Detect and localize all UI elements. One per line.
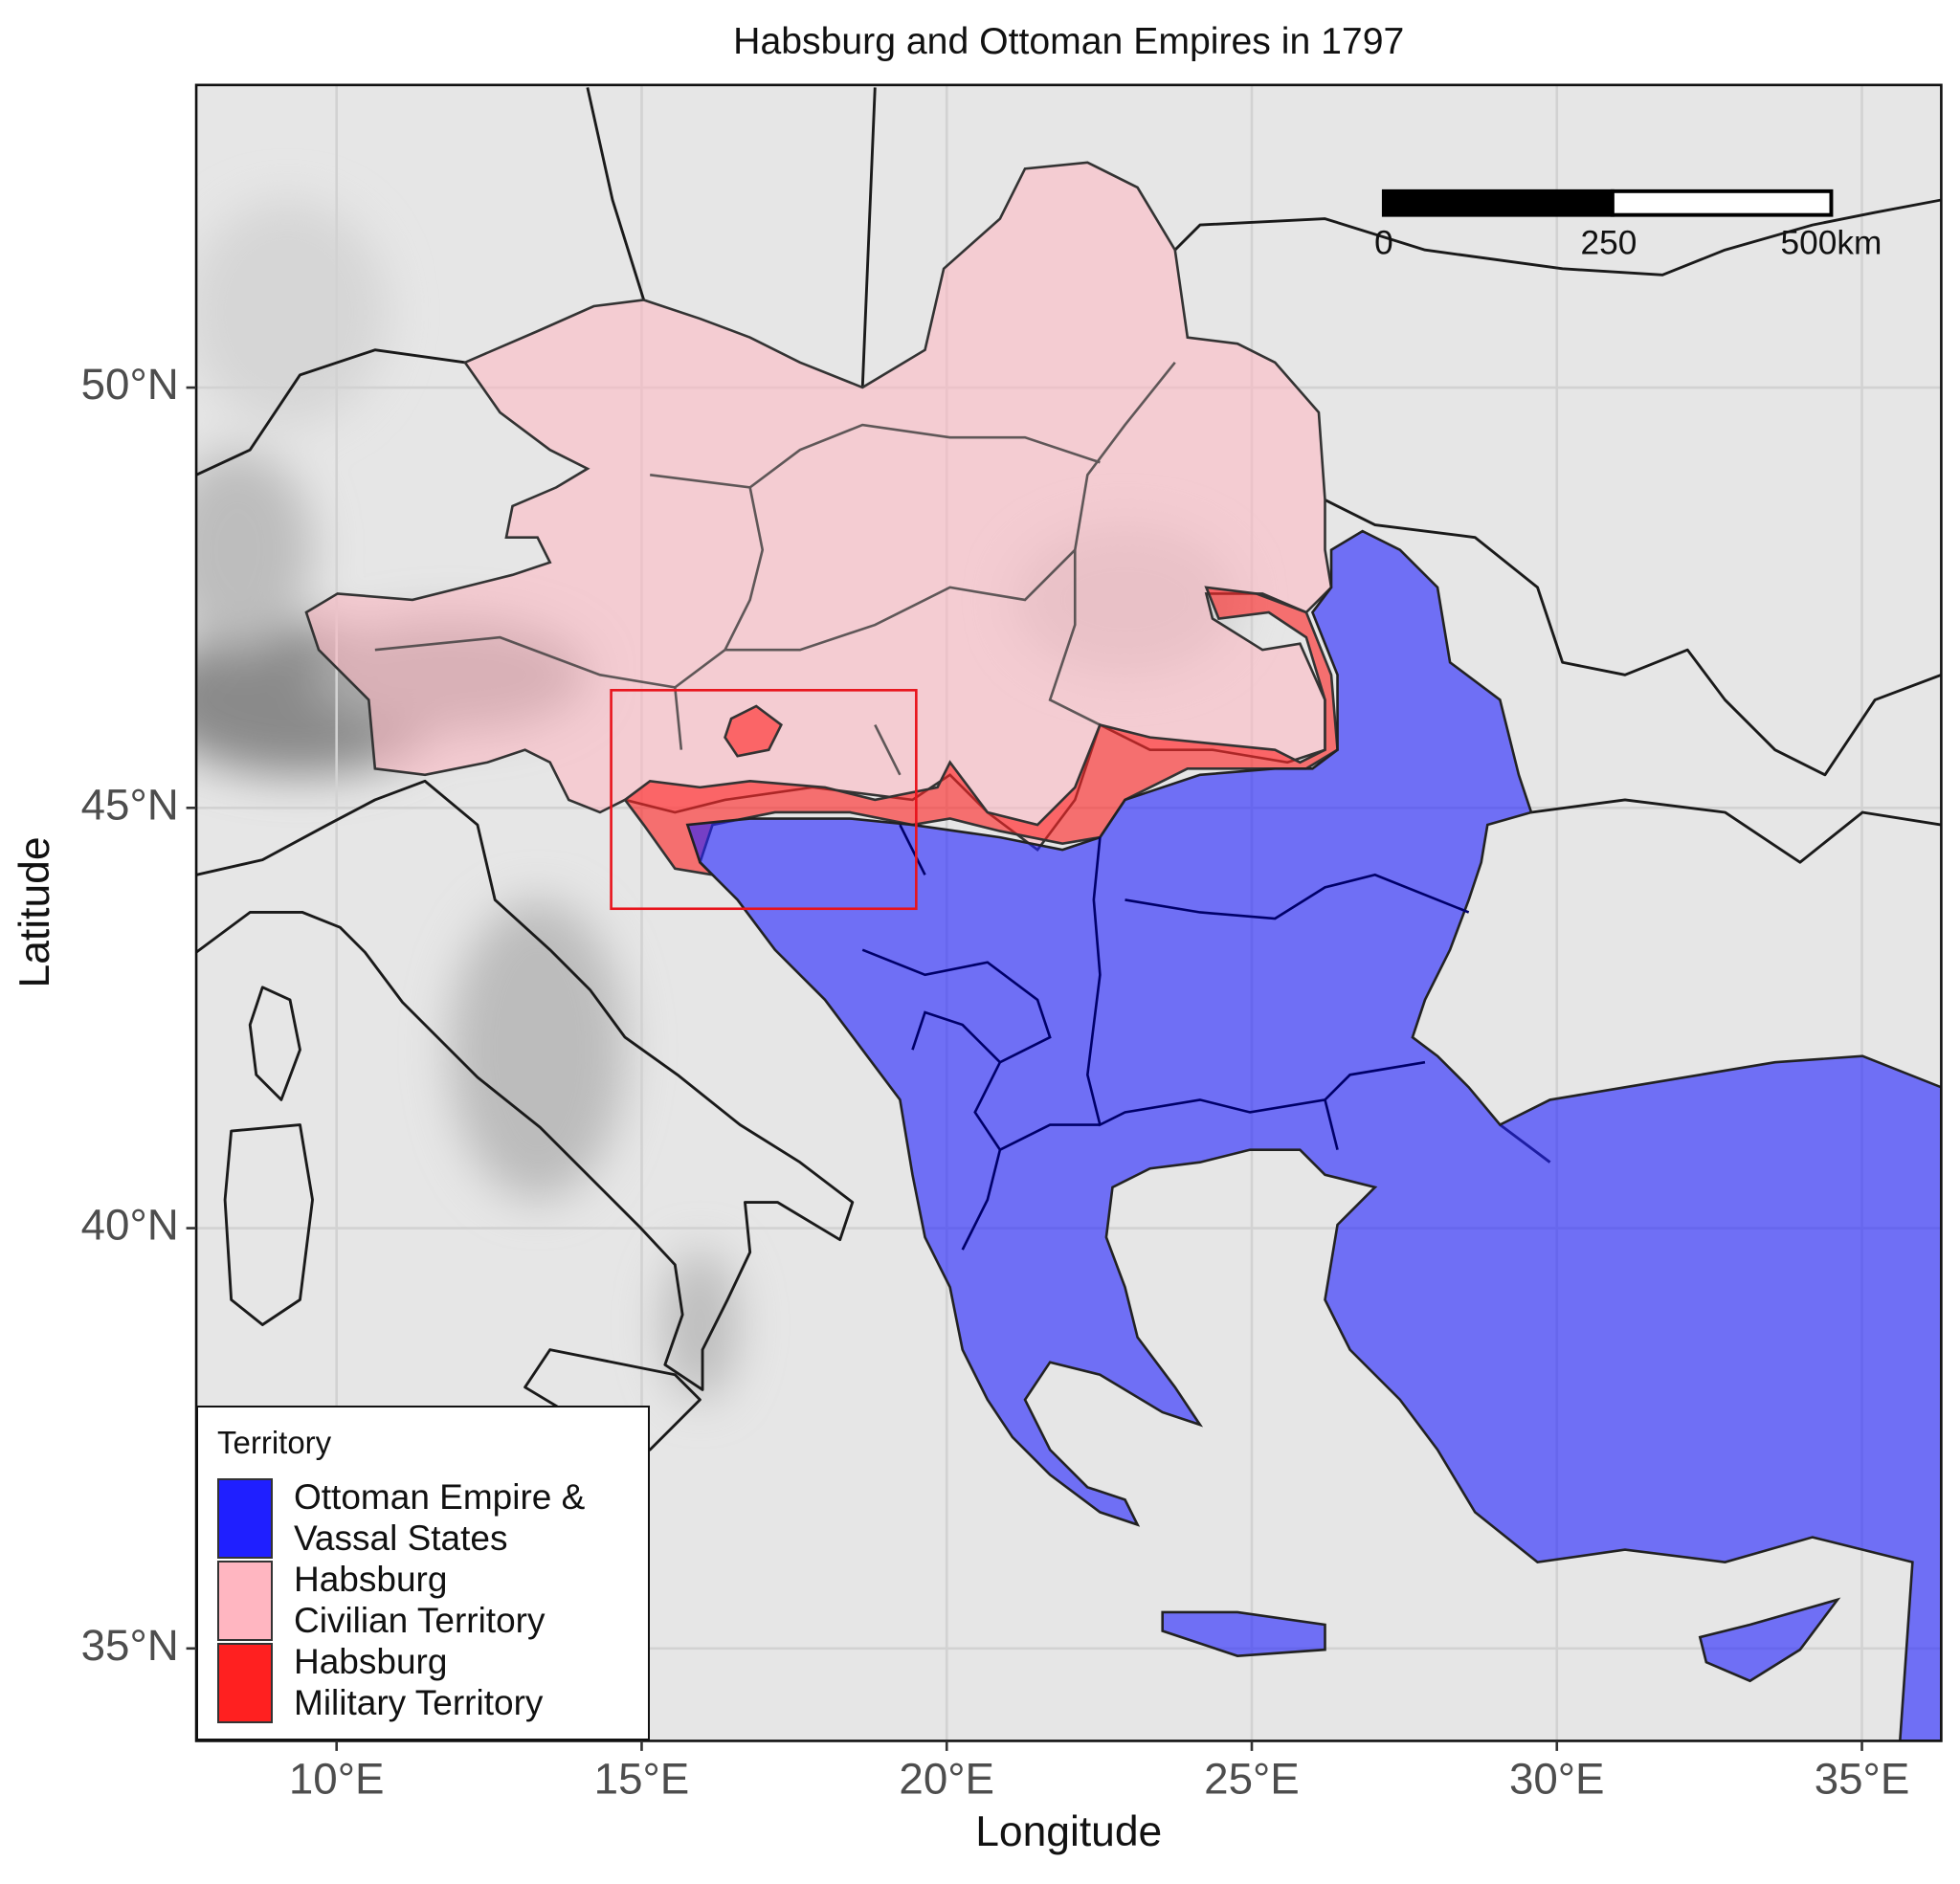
ottoman-region — [685, 529, 1942, 1741]
y-tick-label: 45°N — [81, 780, 179, 829]
island — [248, 986, 301, 1101]
island — [223, 1123, 314, 1326]
y-axis-label: Latitude — [11, 836, 58, 987]
legend-label: Habsburg Military Territory — [294, 1642, 544, 1722]
axes: 10°E 15°E 20°E 25°E 30°E 35°E 35°N 40°N 45°N 50°N — [81, 360, 1910, 1803]
x-tick-label: 15°E — [594, 1755, 690, 1804]
ottoman-region — [1161, 1610, 1326, 1657]
y-tick-label: 35°N — [81, 1621, 179, 1670]
legend-item: Habsburg Civilian Territory — [217, 1560, 638, 1643]
y-tick-label: 50°N — [81, 360, 179, 409]
scale-bar-label: 0 — [1374, 224, 1393, 261]
plot-border — [194, 83, 1943, 1742]
legend-item: Ottoman Empire & Vassal States — [217, 1477, 638, 1561]
scale-bar-black — [1381, 188, 1615, 217]
country-borders — [196, 87, 1942, 1164]
x-tick-label: 25°E — [1204, 1755, 1300, 1804]
highlight-box — [610, 689, 918, 911]
chart-title: Habsburg and Ottoman Empires in 1797 — [733, 21, 1404, 62]
ottoman-region — [1698, 1597, 1841, 1683]
habsburg-military-region — [623, 586, 1339, 877]
scale-bar-white — [1610, 188, 1834, 217]
island — [523, 1348, 702, 1452]
x-tick-label: 20°E — [899, 1755, 994, 1804]
legend-key — [217, 1643, 273, 1723]
legend-label: Ottoman Empire & Vassal States — [294, 1477, 586, 1558]
plot-area: 0 250 500km — [196, 84, 1942, 1741]
y-tick-label: 40°N — [81, 1201, 179, 1250]
habsburg-military-region — [724, 704, 783, 758]
x-axis-label: Longitude — [975, 1808, 1162, 1855]
x-tick-label: 35°E — [1815, 1755, 1910, 1804]
scale-bar-label: 250 — [1581, 224, 1637, 261]
x-tick-label: 30°E — [1509, 1755, 1605, 1804]
legend: Territory Ottoman Empire & Vassal States… — [196, 1406, 650, 1740]
legend-key — [217, 1561, 273, 1641]
province-borders — [861, 824, 1470, 1251]
coastline — [196, 779, 855, 1391]
legend-item: Habsburg Military Territory — [217, 1642, 638, 1725]
legend-key — [217, 1478, 273, 1559]
province-borders — [374, 361, 1176, 776]
scale-bar: 0 250 500km — [1374, 188, 1882, 261]
scale-bar-label: 500km — [1781, 224, 1882, 261]
legend-title: Territory — [217, 1425, 332, 1460]
x-tick-label: 10°E — [289, 1755, 385, 1804]
legend-label: Habsburg Civilian Territory — [294, 1560, 546, 1640]
